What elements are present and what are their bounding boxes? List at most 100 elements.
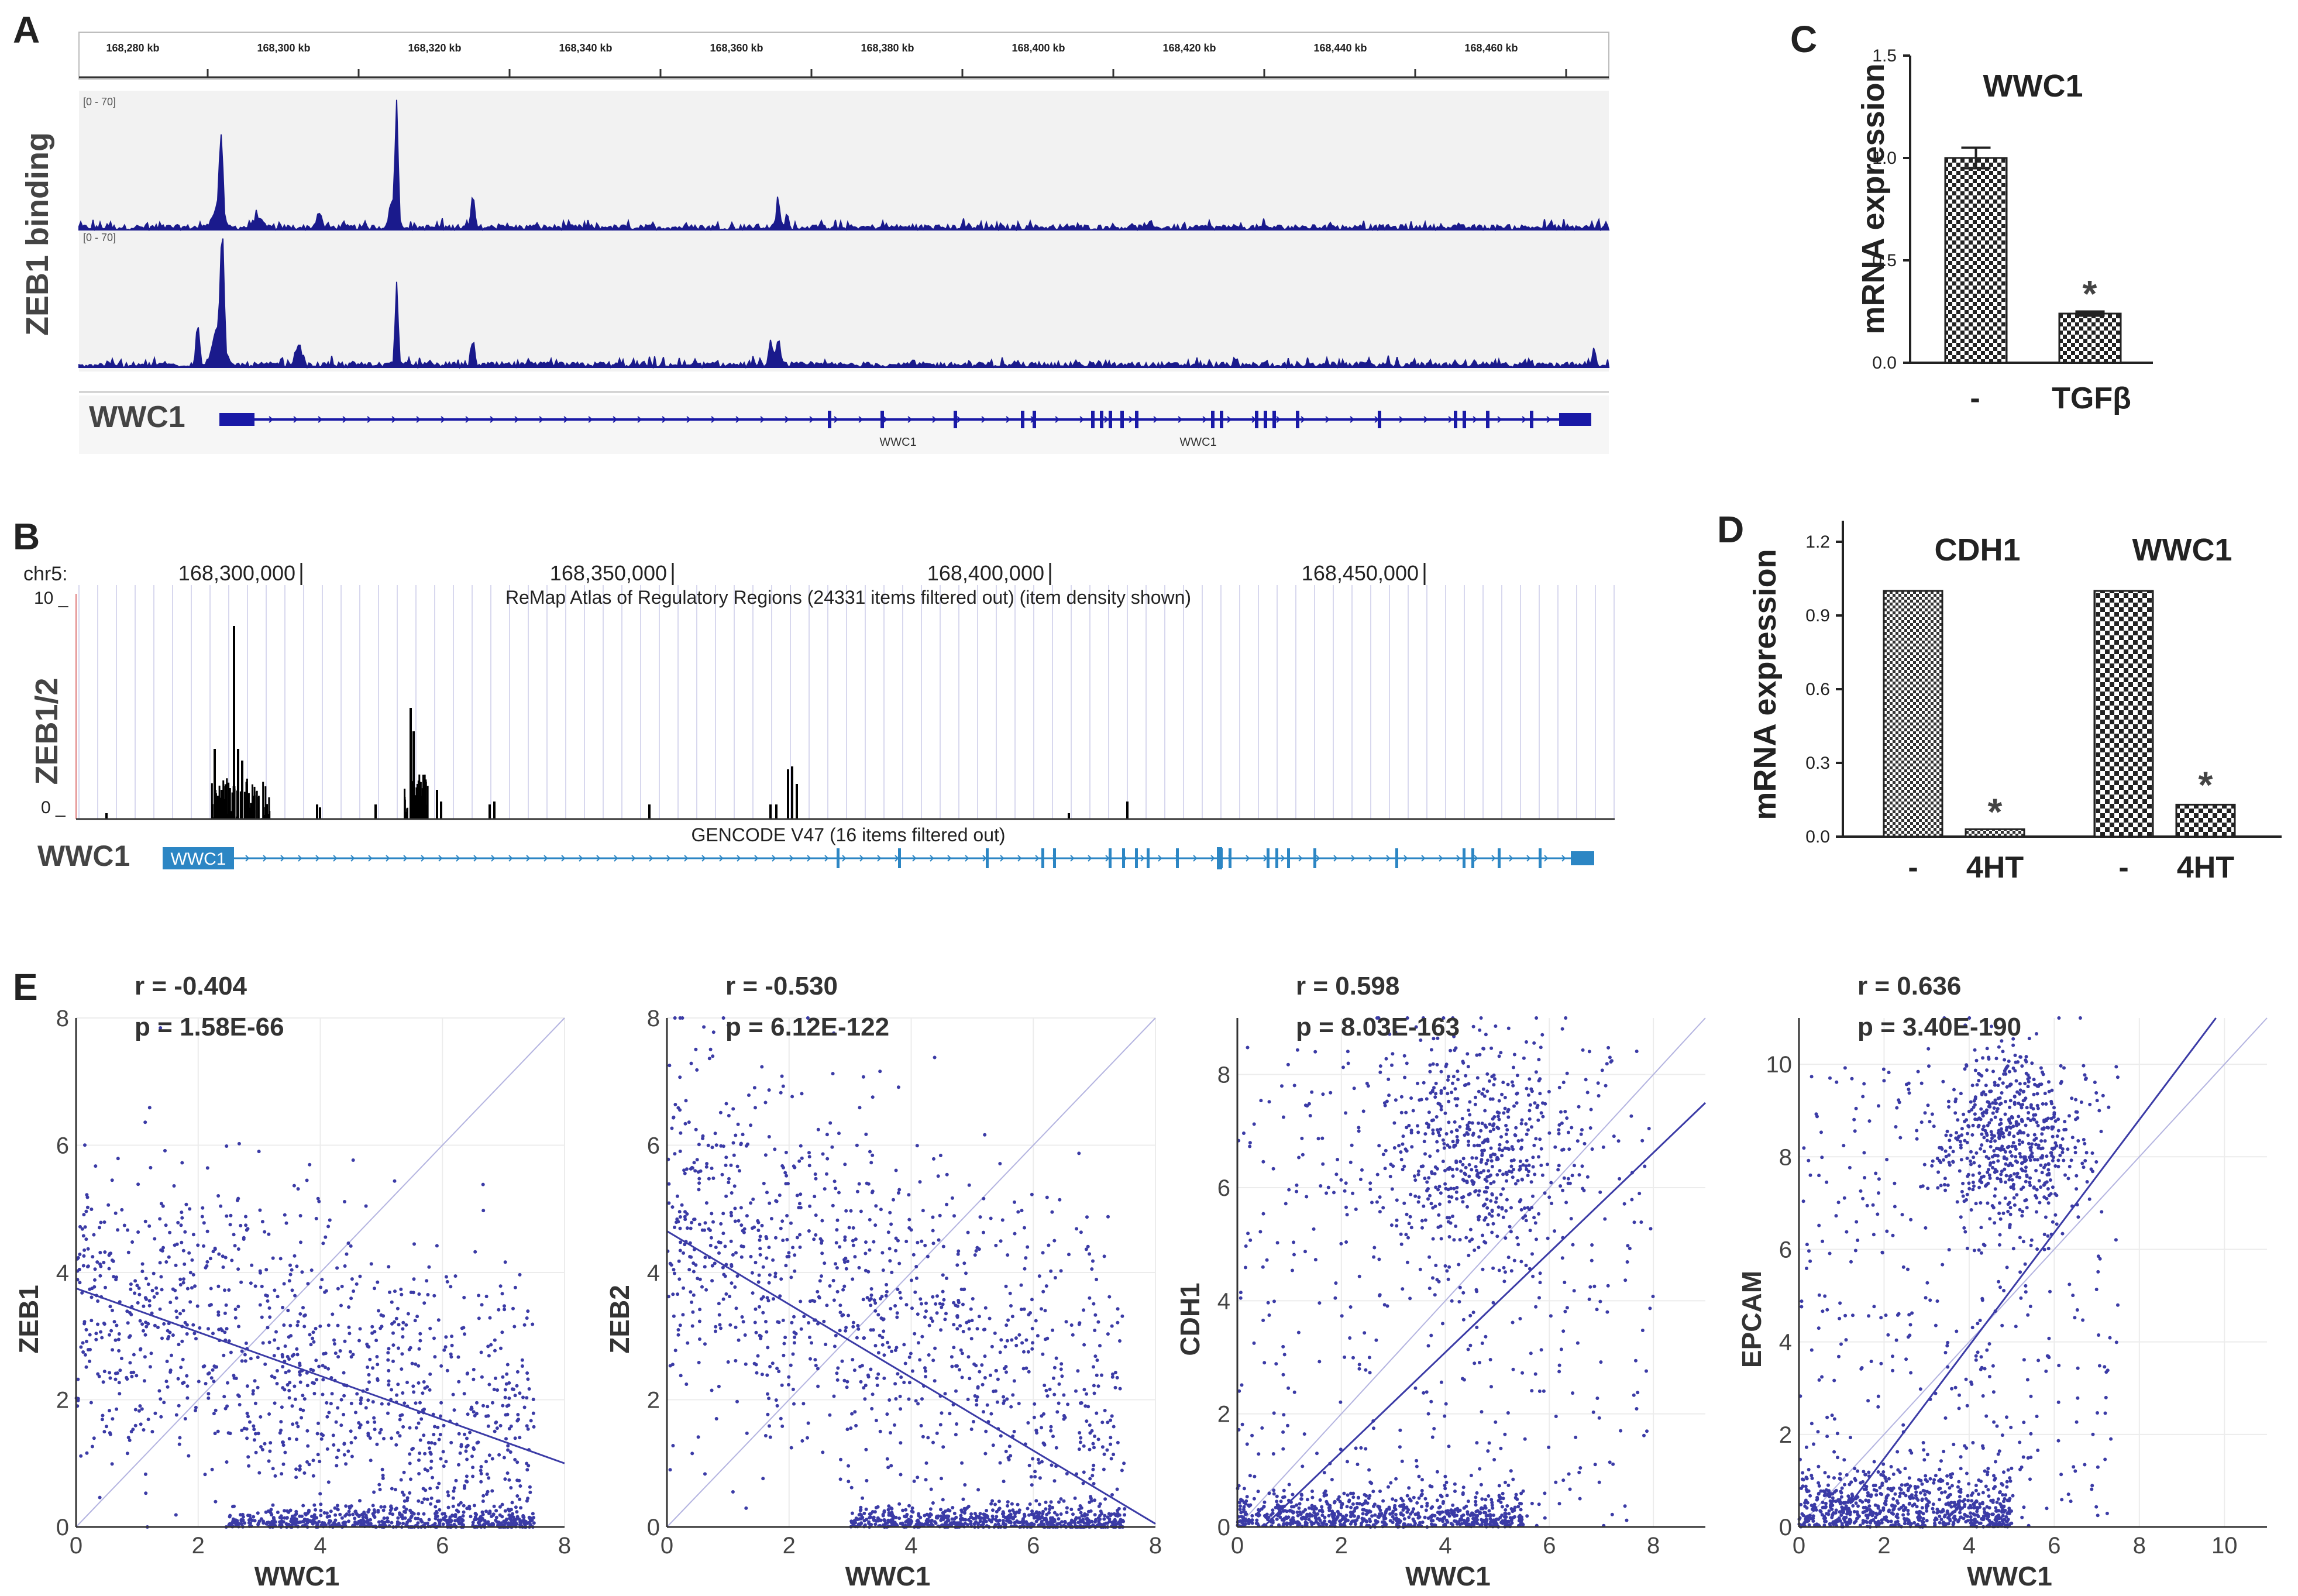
scatter-point: [1500, 1092, 1504, 1096]
scatter-point: [414, 1362, 418, 1366]
scatter-point: [355, 1392, 359, 1396]
scatter-point: [1553, 1145, 1557, 1149]
scatter-point: [879, 1208, 883, 1212]
scatter-point: [751, 1291, 755, 1295]
scatter-point: [1449, 1048, 1453, 1052]
scatter-point: [724, 1292, 728, 1296]
scatter-point: [1429, 1202, 1433, 1206]
scatter-point: [672, 1314, 676, 1318]
scatter-point: [113, 1371, 118, 1375]
gene-exon: [1264, 411, 1267, 428]
scatter-point: [108, 1305, 112, 1309]
scatter-point: [807, 1164, 811, 1168]
gene-strand-arrow: [982, 855, 987, 862]
scatter-point: [733, 1206, 737, 1210]
scatter-point: [1407, 1515, 1411, 1519]
scatter-point: [201, 1206, 205, 1210]
scatter-point: [966, 1398, 970, 1401]
scatter-point: [311, 1459, 315, 1463]
scatter-point: [408, 1461, 412, 1466]
gene-strand-arrow: [789, 855, 794, 862]
scatter-point: [918, 1297, 923, 1301]
scatter-point: [315, 1522, 319, 1526]
scatter-point: [1525, 1167, 1529, 1171]
scatter-point: [835, 1266, 839, 1270]
scatter-point: [1028, 1311, 1032, 1315]
scatter-point: [419, 1417, 424, 1421]
scatter-point: [885, 1457, 889, 1461]
scatter-point: [707, 1227, 711, 1231]
scatter-point: [479, 1515, 483, 1519]
scatter-point: [998, 1162, 1002, 1165]
scatter-point: [728, 1295, 732, 1298]
scatter-point: [690, 1220, 694, 1224]
signal-bar: [1126, 802, 1129, 819]
scatter-point: [184, 1202, 188, 1206]
scatter-point: [376, 1280, 380, 1284]
ruler-tick-label: 168,460 kb: [1464, 42, 1518, 54]
scatter-point: [1623, 1278, 1628, 1282]
scatter-point: [976, 1386, 980, 1390]
scatter-point: [181, 1357, 185, 1361]
scatter-point: [383, 1505, 387, 1509]
scatter-point: [158, 1307, 162, 1311]
gene-strand-arrow: [263, 855, 267, 862]
scatter-point: [515, 1419, 520, 1423]
gene-strand-arrow: [1399, 416, 1404, 423]
scatter-point: [800, 1156, 804, 1160]
gene-strand-arrow: [912, 855, 917, 862]
scatter-point: [670, 1126, 674, 1130]
scatter-point: [161, 1246, 165, 1250]
scatter-point: [683, 1210, 687, 1214]
y-tick-label: 0: [647, 1515, 660, 1540]
scatter-point: [119, 1357, 123, 1360]
scatter-point: [209, 1287, 213, 1291]
scatter-point: [336, 1449, 340, 1452]
scatter-point: [990, 1514, 995, 1518]
scatter-point: [1239, 1511, 1243, 1515]
scatter-point: [126, 1228, 130, 1232]
scatter-point: [1642, 1433, 1646, 1437]
scatter-point: [1019, 1308, 1023, 1312]
scatter-point: [298, 1380, 302, 1384]
gene-strand-arrow: [456, 855, 460, 862]
signal-bar: [418, 789, 420, 819]
scatter-point: [941, 1445, 945, 1449]
scatter-point: [978, 1370, 982, 1374]
scatter-point: [1020, 1209, 1024, 1213]
scatter-point: [1416, 1172, 1420, 1177]
scatter-point: [1032, 1415, 1036, 1419]
gene-strand-arrow: [1325, 416, 1330, 423]
scatter-point: [675, 1217, 679, 1221]
scatter-point: [425, 1385, 429, 1389]
scatter-point: [858, 1106, 862, 1110]
scatter-point: [1287, 1188, 1291, 1192]
scatter-point: [332, 1338, 336, 1342]
scatter-point: [514, 1517, 518, 1521]
signal-bar: [411, 786, 413, 819]
scatter-point: [405, 1521, 409, 1525]
scatter-point: [1370, 1514, 1374, 1518]
signal-bar: [425, 816, 428, 819]
scatter-point: [439, 1457, 443, 1461]
scatter-point: [923, 1243, 927, 1247]
scatter-point: [1026, 1350, 1030, 1354]
scatter-point: [983, 1306, 988, 1310]
scatter-point: [1296, 1514, 1300, 1518]
scatter-point: [958, 1368, 962, 1372]
scatter-point: [1062, 1393, 1066, 1397]
scatter-point: [1242, 1131, 1246, 1135]
scatter-point: [211, 1250, 215, 1254]
scatter-point: [835, 1218, 840, 1222]
signal-bar: [414, 795, 416, 819]
scatter-point: [1090, 1429, 1094, 1433]
scatter-point: [285, 1383, 290, 1387]
scatter-point: [1102, 1517, 1106, 1521]
scatter-point: [111, 1308, 114, 1312]
gene-strand-arrow: [1546, 416, 1552, 423]
scatter-point: [1115, 1375, 1119, 1380]
scatter-point: [1030, 1347, 1034, 1351]
scatter-point: [1099, 1509, 1103, 1514]
scatter-point: [91, 1255, 95, 1259]
scatter-point: [896, 1191, 900, 1195]
